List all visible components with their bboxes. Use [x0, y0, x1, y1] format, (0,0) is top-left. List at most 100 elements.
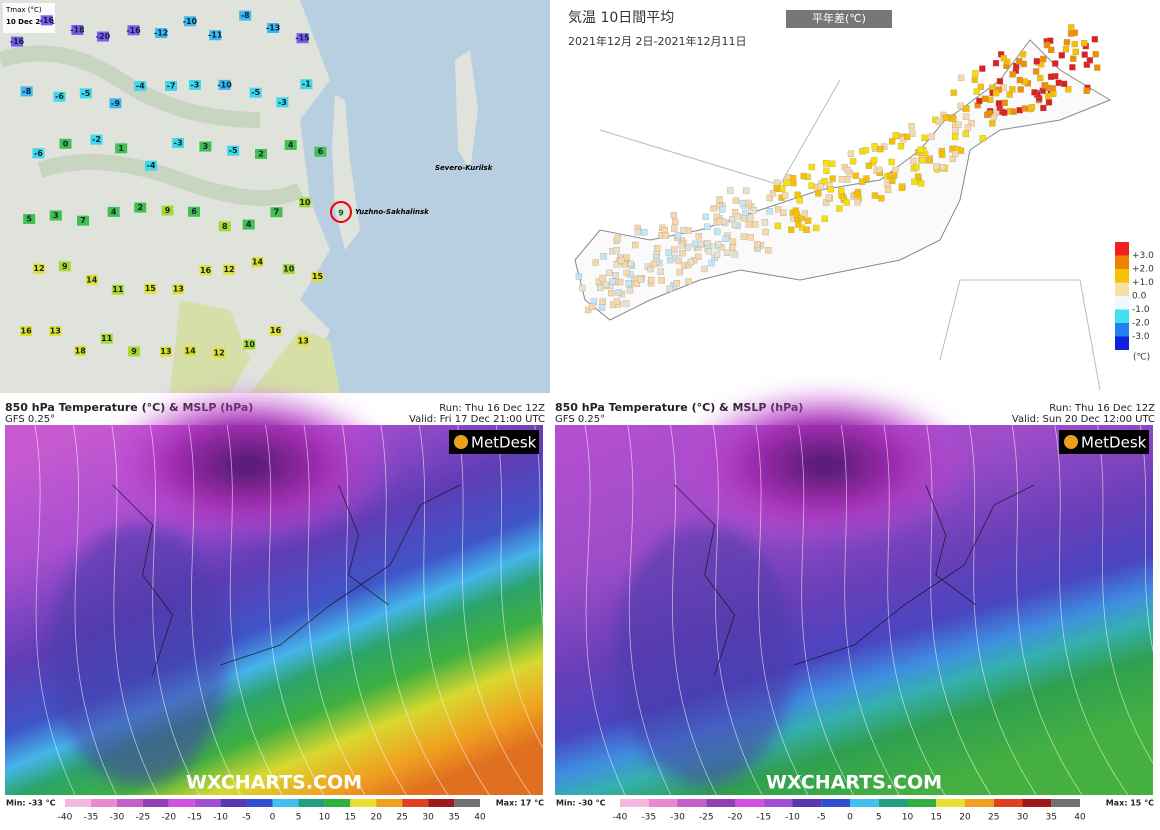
station-square [1009, 71, 1016, 78]
station-square [836, 205, 843, 212]
colorbar-label: 20 [959, 813, 971, 823]
station: 6 [187, 206, 200, 217]
station-value: 9 [62, 262, 68, 271]
station-square [705, 248, 713, 255]
station-square [917, 180, 925, 187]
station-square [964, 124, 972, 131]
station-square [765, 247, 772, 254]
station-square [962, 130, 970, 138]
colorbar-label: -10 [213, 813, 228, 823]
station-square [715, 218, 723, 225]
station-square [774, 222, 782, 230]
sea [300, 0, 550, 393]
station-square [829, 175, 836, 182]
station: 12 [213, 348, 226, 359]
station-value: 7 [80, 216, 86, 225]
station: 7 [270, 207, 283, 218]
station-value: 7 [274, 208, 280, 217]
station-square [939, 163, 947, 171]
cold-tongue [614, 525, 795, 785]
station-square [1048, 46, 1055, 54]
station-square [981, 95, 989, 102]
station-box [218, 221, 231, 232]
station-square [910, 157, 917, 165]
station-square [823, 167, 830, 175]
colorbar-step [648, 799, 678, 807]
station-box [314, 146, 327, 157]
station: 10 [298, 197, 311, 208]
station: -6 [32, 148, 45, 159]
station-square [892, 166, 899, 173]
legend-swatch [1115, 323, 1129, 337]
station: -16 [40, 15, 54, 26]
station-box [20, 86, 33, 97]
station: -4 [144, 160, 157, 171]
station-square [949, 155, 957, 163]
station-box [79, 88, 92, 99]
legend-unit: (℃) [1133, 353, 1150, 363]
station-box [269, 325, 282, 336]
station-square [718, 206, 726, 213]
colorbar-label: 40 [474, 813, 486, 823]
station-box [128, 346, 141, 357]
legend-swatch [1115, 309, 1129, 323]
station-box [298, 197, 311, 208]
colorbar-step [620, 799, 649, 807]
station-square [1040, 104, 1047, 112]
station-square [990, 113, 998, 120]
colorbar-label: -35 [84, 813, 99, 823]
station-value: -15 [295, 34, 310, 43]
colorbar-label: -30 [110, 813, 125, 823]
station-square [1094, 64, 1101, 71]
station: 16 [199, 265, 212, 276]
station-square [968, 120, 975, 127]
station: -11 [208, 30, 223, 41]
isobar [188, 424, 242, 796]
station-square [950, 115, 957, 122]
station: 8 [218, 221, 231, 232]
isobar [926, 424, 992, 796]
station-square [921, 134, 928, 142]
station-square [788, 226, 795, 233]
station: 16 [20, 326, 33, 337]
watermark: WXCHARTS.COM [186, 772, 362, 794]
station-square [1081, 51, 1088, 58]
station-square [769, 190, 777, 197]
station-value: -5 [81, 89, 90, 98]
station-value: -10 [217, 80, 232, 89]
legend-label: +3.0 [1132, 251, 1154, 261]
colorbar-step [936, 799, 965, 807]
station: -13 [266, 23, 280, 34]
station-square [703, 223, 711, 231]
station-square [670, 212, 677, 219]
station-box [53, 91, 66, 102]
station-value: 3 [53, 211, 59, 220]
station-square [1020, 60, 1027, 68]
station-value: 12 [214, 349, 225, 358]
station-square [575, 273, 583, 280]
gfs-map: 850 hPa Temperature (°C) & MSLP (hPa)GFS… [0, 385, 697, 826]
isobar [798, 424, 854, 796]
station-box [311, 271, 324, 282]
isobar [1097, 424, 1160, 776]
min-label: Min: -30 °C [556, 799, 606, 808]
colorbar-label: -15 [187, 813, 202, 823]
station-square [590, 298, 597, 305]
period: 2021年12月 2日-2021年12月11日 [568, 34, 746, 48]
valid: Valid: Fri 17 Dec 21:00 UTC [409, 414, 545, 425]
colorbar-label: 0 [847, 813, 853, 823]
station-square [957, 74, 965, 82]
station-square [678, 242, 685, 249]
station-value: 1 [118, 144, 124, 153]
station-square [908, 123, 915, 130]
colorbar-step [677, 799, 707, 807]
station-value: 14 [252, 258, 264, 267]
station-square [739, 199, 747, 207]
station-square [973, 88, 980, 95]
station-square [849, 158, 857, 165]
legend-label: -2.0 [1132, 319, 1150, 329]
station-value: 14 [185, 347, 197, 356]
station-box [23, 214, 36, 225]
isobar [457, 424, 532, 796]
station-square [871, 143, 878, 150]
